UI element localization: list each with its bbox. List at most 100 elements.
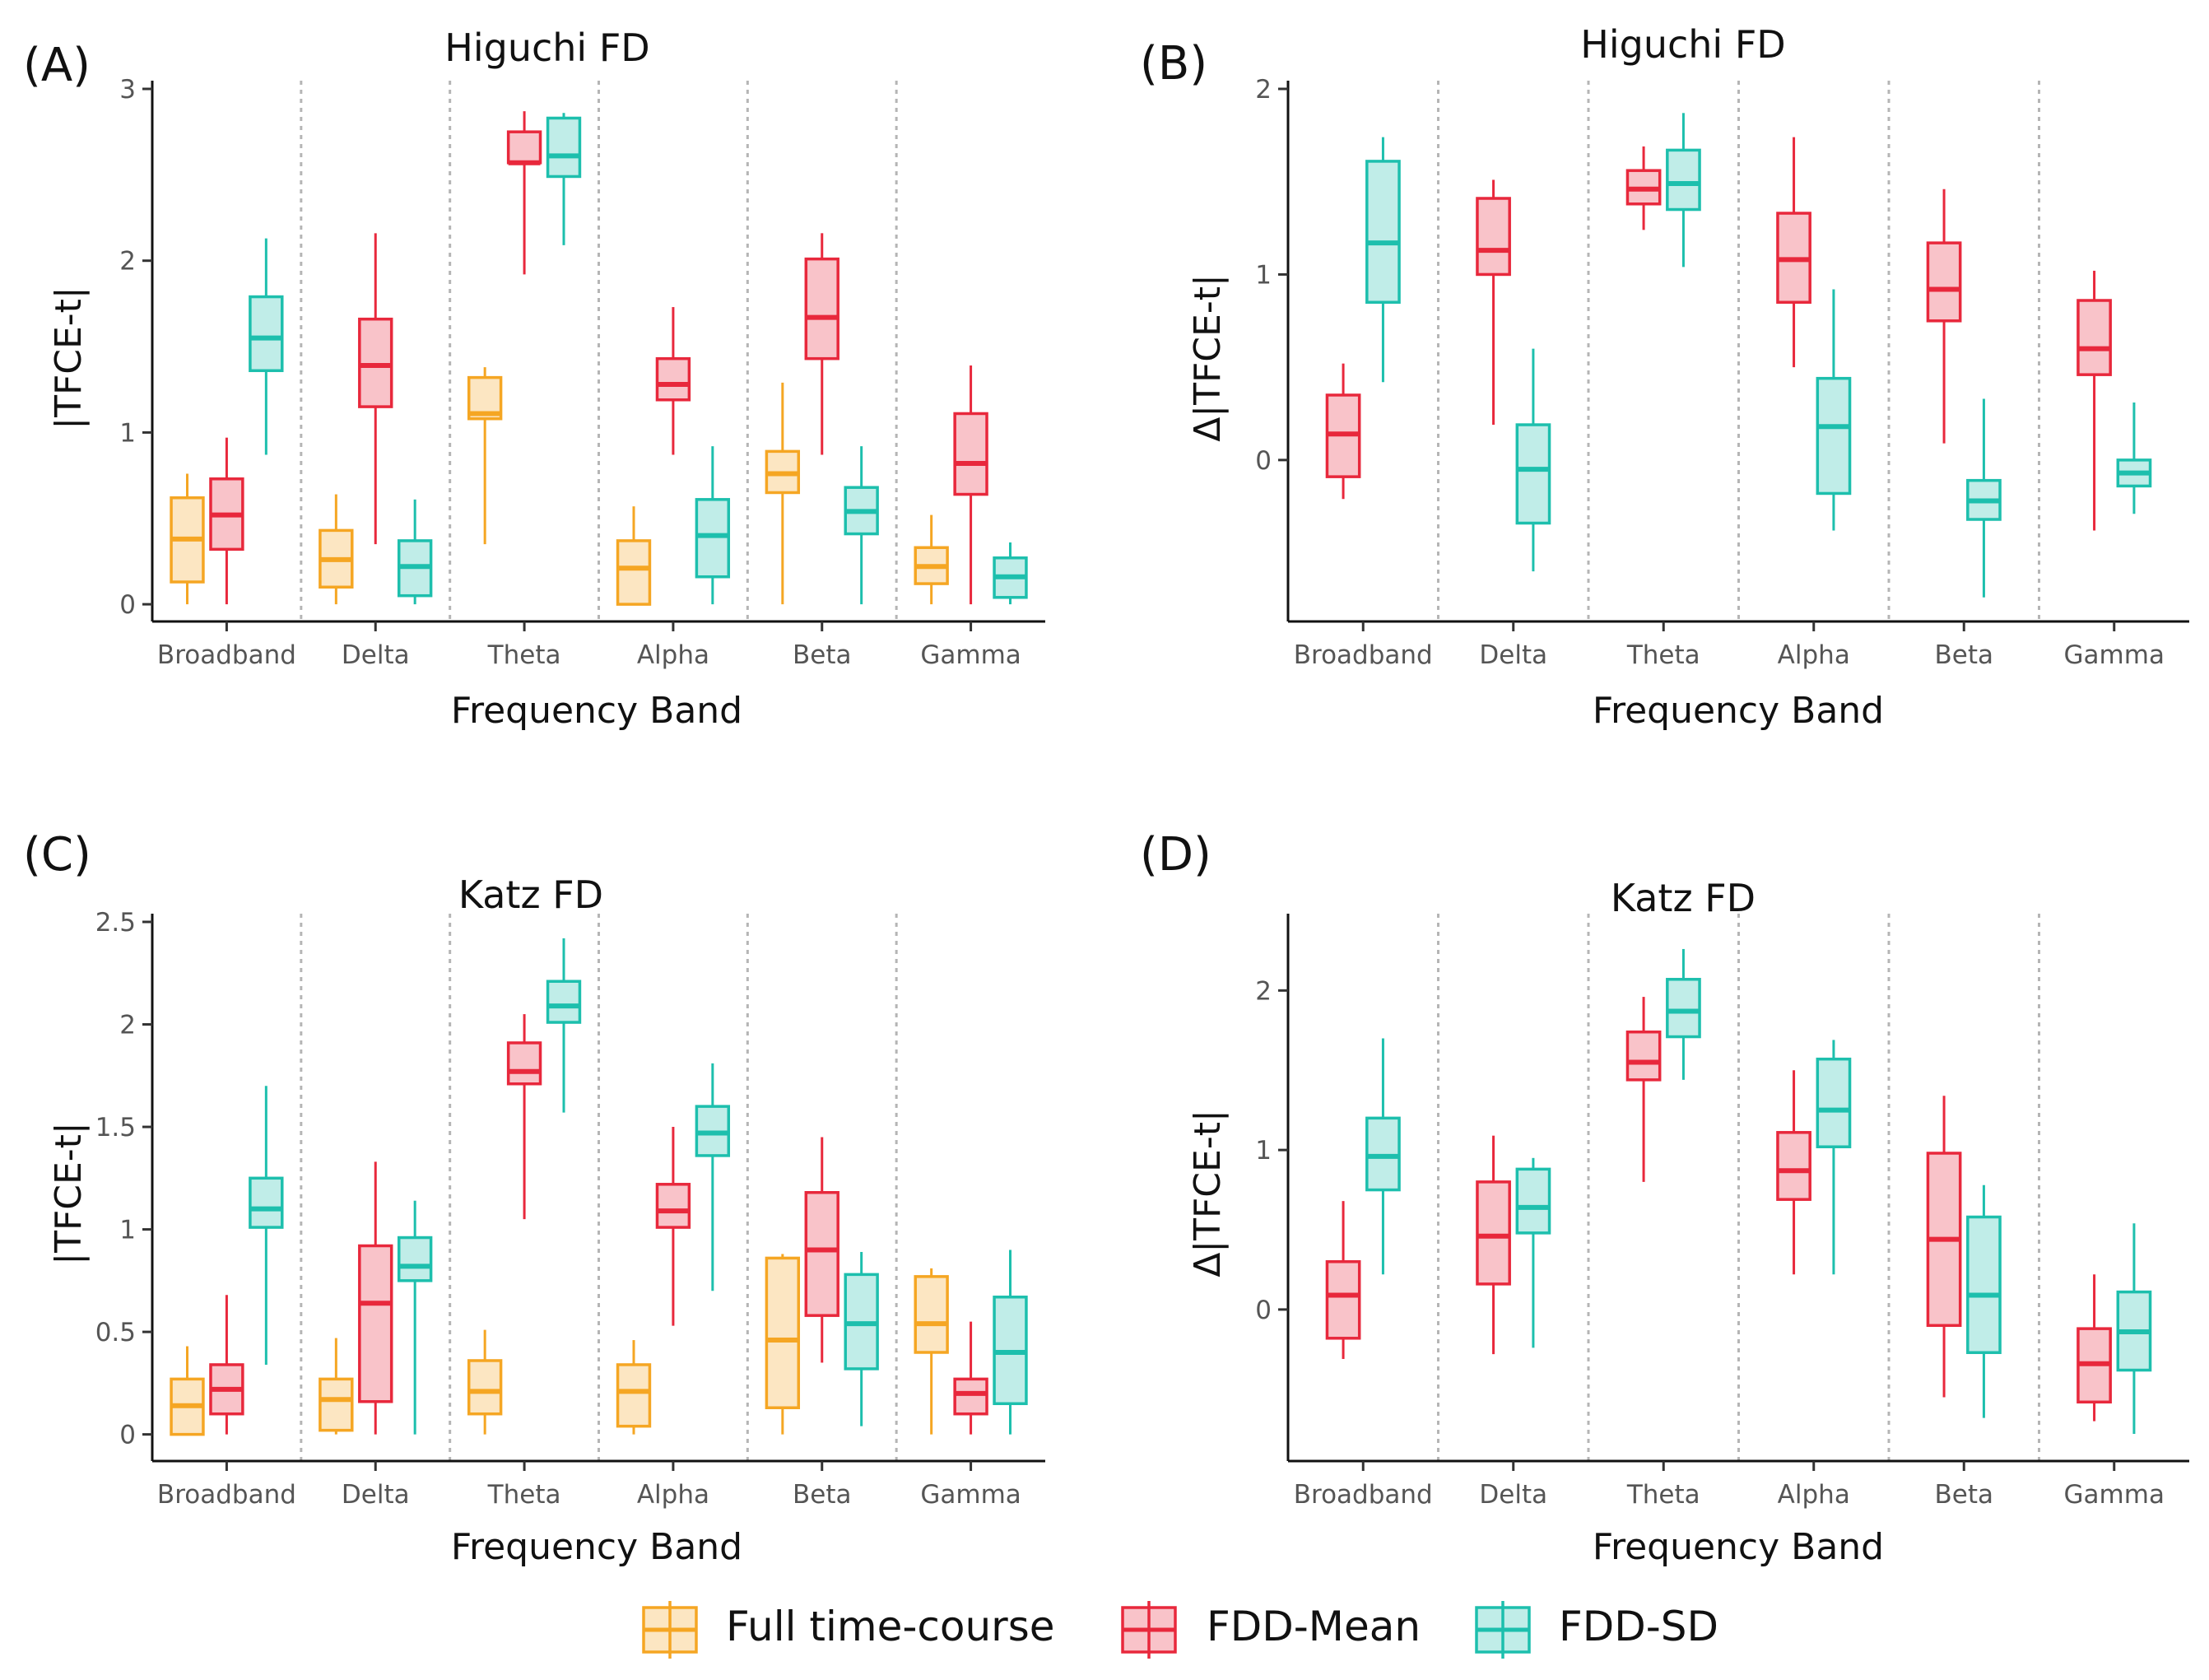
box-sd-beta: [844, 446, 879, 605]
legend-label: FDD-SD: [1559, 1603, 1718, 1650]
box-mean-broadband: [209, 437, 244, 605]
box-sd-theta: [546, 938, 582, 1113]
x-axis-title: Frequency Band: [451, 1526, 742, 1568]
box-sd-theta: [1666, 948, 1701, 1080]
box-iqr: [953, 412, 988, 496]
box-sd-theta: [546, 113, 582, 245]
box-full-theta: [467, 1329, 503, 1435]
box-iqr: [467, 1359, 503, 1416]
box-iqr: [616, 539, 652, 606]
y-tick-label: 1: [1255, 260, 1272, 290]
x-tick-label: Beta: [793, 640, 852, 670]
box-sd-theta: [1666, 113, 1701, 268]
box-full-delta: [319, 1338, 354, 1435]
box-iqr: [358, 1244, 393, 1403]
panel-d: (D) Katz FD Frequency Band Δ|TFCE-t| 0 1 2…: [1140, 828, 2189, 1568]
box-full-broadband: [170, 1346, 205, 1436]
box-sd-gamma: [993, 1250, 1028, 1435]
x-tick-label: Broadband: [157, 640, 296, 670]
y-tick-label: 0: [1255, 1296, 1272, 1325]
x-tick-label: Theta: [1626, 1480, 1700, 1510]
box-iqr: [1515, 423, 1551, 525]
box-mean-beta: [804, 233, 839, 455]
box-iqr: [1365, 160, 1401, 305]
y-axis-title: |TFCE-t|: [48, 286, 90, 430]
box-sd-beta: [844, 1251, 879, 1426]
legend-label: FDD-Mean: [1207, 1603, 1421, 1650]
box-iqr: [1926, 241, 1962, 323]
box-iqr: [804, 1190, 839, 1317]
box-iqr: [506, 130, 542, 165]
box-mean-alpha: [1776, 137, 1811, 368]
legend-item-fdd-sd: FDD-SD: [1475, 1601, 1718, 1659]
panel-label: (B): [1140, 37, 1207, 91]
panel-title: Higuchi FD: [444, 26, 649, 70]
box-iqr: [765, 1256, 801, 1409]
box-sd-beta: [1966, 398, 2002, 598]
box-sd-delta: [397, 499, 433, 605]
box-mean-gamma: [2076, 1274, 2112, 1422]
box-iqr: [358, 317, 393, 408]
y-axis-title: Δ|TFCE-t|: [1187, 1110, 1229, 1277]
box-sd-gamma: [2116, 402, 2152, 514]
y-tick-label: 0: [1255, 446, 1272, 476]
x-tick-label: Beta: [1935, 640, 1994, 670]
box-iqr: [695, 498, 731, 579]
legend: Full time-course FDD-Mean FDD-SD: [642, 1601, 1718, 1659]
box-iqr: [249, 1176, 284, 1229]
y-tick-label: 2: [119, 1011, 136, 1040]
x-axis-title: Frequency Band: [1593, 1526, 1884, 1568]
y-tick-label: 0: [119, 1421, 136, 1450]
box-sd-broadband: [1365, 1038, 1401, 1275]
box-full-broadband: [170, 473, 205, 605]
x-tick-label: Delta: [1479, 640, 1547, 670]
x-axis-title: Frequency Band: [1593, 690, 1884, 732]
box-full-beta: [765, 382, 801, 605]
box-mean-theta: [506, 111, 542, 275]
box-iqr: [655, 1183, 691, 1229]
box-iqr: [1966, 1215, 2002, 1354]
y-tick-label: 1.5: [95, 1113, 136, 1142]
x-tick-label: Theta: [487, 1480, 561, 1510]
x-tick-label: Gamma: [2064, 640, 2165, 670]
x-tick-label: Theta: [487, 640, 561, 670]
box-iqr: [953, 1377, 988, 1416]
box-iqr: [1325, 1260, 1361, 1340]
x-tick-label: Broadband: [157, 1480, 296, 1510]
box-mean-gamma: [2076, 270, 2112, 531]
box-iqr: [2076, 299, 2112, 376]
legend-item-fdd-mean: FDD-Mean: [1121, 1601, 1421, 1659]
x-tick-label: Alpha: [1778, 640, 1850, 670]
y-tick-label: 2: [1255, 75, 1272, 105]
box-sd-alpha: [1816, 1040, 1852, 1275]
x-tick-label: Beta: [793, 1480, 852, 1510]
box-mean-broadband: [1325, 363, 1361, 500]
box-sd-delta: [397, 1200, 433, 1435]
box-sd-gamma: [2116, 1223, 2152, 1435]
box-sd-beta: [1966, 1184, 2002, 1418]
y-axis-title: |TFCE-t|: [48, 1122, 90, 1265]
box-sd-broadband: [249, 238, 284, 455]
x-tick-label: Gamma: [920, 640, 1021, 670]
y-tick-label: 1: [1255, 1136, 1272, 1166]
box-iqr: [1515, 1167, 1551, 1235]
box-iqr: [616, 1363, 652, 1428]
box-mean-theta: [1625, 997, 1662, 1182]
box-mean-delta: [358, 233, 393, 545]
x-tick-label: Alpha: [637, 1480, 709, 1510]
x-tick-label: Delta: [342, 1480, 410, 1510]
box-mean-alpha: [655, 1127, 691, 1326]
box-mean-theta: [1625, 146, 1662, 230]
x-tick-label: Alpha: [637, 640, 709, 670]
box-full-gamma: [914, 514, 949, 605]
box-mean-gamma: [953, 365, 988, 605]
y-tick-label: 0.5: [95, 1318, 136, 1347]
box-sd-broadband: [249, 1086, 284, 1365]
panel-label: (A): [23, 39, 91, 92]
box-iqr: [319, 1377, 354, 1432]
box-mean-alpha: [1776, 1070, 1811, 1275]
box-mean-delta: [358, 1161, 393, 1435]
box-iqr: [804, 257, 839, 361]
y-tick-label: 1: [119, 1216, 136, 1245]
